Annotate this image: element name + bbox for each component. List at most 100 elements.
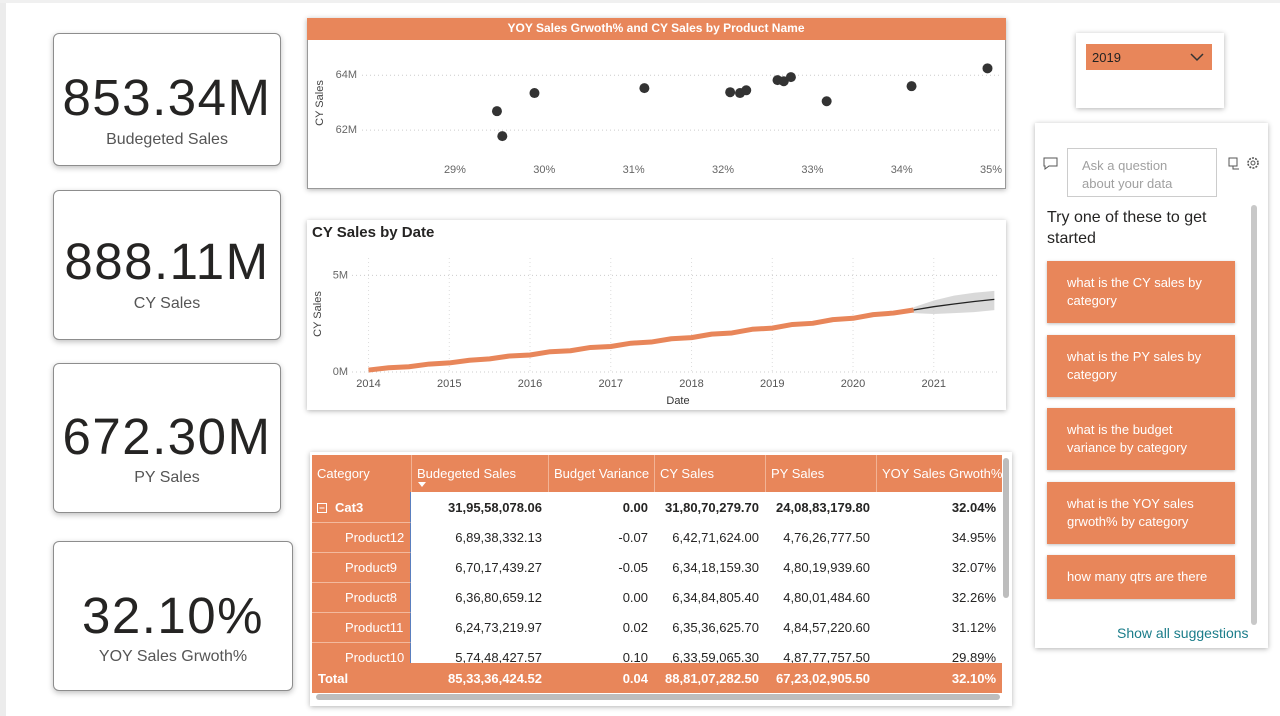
slicer-dropdown[interactable]: 2019 (1086, 44, 1212, 70)
cell: 32.10% (876, 663, 1002, 693)
x-tick-label: 2019 (760, 378, 784, 390)
cell: 6,34,18,159.30 (654, 552, 765, 582)
kpi-card: 32.10% YOY Sales Grwoth% (53, 541, 293, 691)
kpi-label: CY Sales (133, 295, 201, 312)
cell: 4,80,19,939.60 (765, 552, 876, 582)
row-header: Product9 (312, 552, 411, 582)
kpi-label: PY Sales (134, 469, 200, 486)
chart-title: YOY Sales Grwoth% and CY Sales by Produc… (508, 21, 805, 35)
x-tick-label: 32% (712, 164, 734, 176)
row-header: Cat3 (312, 492, 411, 522)
cell: 4,84,57,220.60 (765, 612, 876, 642)
kpi-label: Budegeted Sales (106, 131, 228, 148)
column-header: Category (312, 455, 411, 492)
sales-line (368, 307, 914, 373)
scatter-visual (307, 18, 1006, 189)
y-axis-title: CY Sales (314, 80, 326, 126)
point (982, 63, 993, 74)
suggestion-button[interactable]: what is the CY sales by category (1047, 261, 1235, 323)
x-tick-label: 33% (801, 164, 823, 176)
y-tick-label: 64M (336, 69, 357, 81)
chart-title: CY Sales by Date (312, 224, 434, 241)
suggestion-button[interactable]: how many qtrs are there (1047, 555, 1235, 599)
cell: 6,42,71,624.00 (654, 522, 765, 552)
cell: 6,24,73,219.97 (411, 612, 548, 642)
cell: 32.26% (876, 582, 1002, 612)
cell: 67,23,02,905.50 (765, 663, 876, 693)
x-tick-label: 34% (891, 164, 913, 176)
kpi-label: YOY Sales Grwoth% (98, 648, 248, 665)
y-tick-label: 62M (336, 124, 357, 136)
x-tick-label: 35% (980, 164, 1002, 176)
scrollbar[interactable] (1003, 458, 1009, 598)
kpi-value: 672.30M (62, 408, 272, 465)
scrollbar[interactable] (1251, 205, 1257, 625)
table: Category Budegeted Sales Budget Variance CY… (312, 455, 1002, 693)
column-header: CY Sales (654, 455, 765, 492)
cell: 6,36,80,659.12 (411, 582, 548, 612)
title-bar (307, 18, 1006, 40)
x-tick-label: 2016 (518, 378, 542, 390)
column-header: Budegeted Sales (411, 455, 548, 492)
cell: 0.02 (548, 612, 654, 642)
collapse-icon[interactable] (317, 503, 328, 514)
cell: 24,08,83,179.80 (765, 492, 876, 522)
qna-visual: Ask a question about your data Try one o… (1035, 123, 1268, 648)
cell: 6,35,36,625.70 (654, 612, 765, 642)
x-tick-label: 2014 (356, 378, 380, 390)
suggestion-button[interactable]: what is the budget variance by category (1047, 408, 1235, 470)
x-tick-label: 30% (533, 164, 555, 176)
kpi-card: 853.34M Budegeted Sales (53, 33, 281, 166)
forecast-band (913, 290, 995, 315)
cell: 31,80,70,279.70 (654, 492, 765, 522)
chevron (1190, 53, 1204, 62)
cell: 4,76,26,777.50 (765, 522, 876, 552)
point (639, 83, 650, 94)
cell: 0.04 (548, 663, 654, 693)
cell: 85,33,36,424.52 (411, 663, 548, 693)
kpi-card: 672.30M PY Sales (53, 363, 281, 513)
forecast-line (913, 298, 995, 311)
y-tick-label: 5M (333, 269, 348, 281)
scrollbar[interactable] (316, 694, 1000, 700)
y-axis-title: CY Sales (312, 291, 324, 337)
slicer-value: 2019 (1092, 50, 1121, 65)
cell: 6,34,84,805.40 (654, 582, 765, 612)
cell: 32.04% (876, 492, 1002, 522)
point (497, 131, 508, 142)
show-all-link[interactable]: Show all suggestions (1117, 625, 1249, 641)
cell: 6,89,38,332.13 (411, 522, 548, 552)
kpi-value: 32.10% (82, 587, 264, 644)
cell: 34.95% (876, 522, 1002, 552)
point (741, 85, 752, 96)
cell: 31,95,58,078.06 (411, 492, 548, 522)
column-header: YOY Sales Grwoth% (876, 455, 1002, 492)
row-header: Product11 (312, 612, 411, 642)
x-tick-label: 29% (444, 164, 466, 176)
kpi-value: 888.11M (64, 233, 270, 290)
cell: 0.00 (548, 582, 654, 612)
cell: 4,80,01,484.60 (765, 582, 876, 612)
cell: -0.05 (548, 552, 654, 582)
x-tick-label: 2015 (437, 378, 461, 390)
x-tick-label: 2017 (599, 378, 623, 390)
qna-prompt: Try one of these to get started (1047, 209, 1207, 247)
cell: 31.12% (876, 612, 1002, 642)
point (529, 88, 540, 99)
suggestion-button[interactable]: what is the YOY sales grwoth% by categor… (1047, 482, 1235, 544)
qna-tools[interactable] (1227, 155, 1263, 171)
x-tick-label: 2020 (841, 378, 865, 390)
sort-arrow[interactable] (418, 482, 426, 488)
column-header: Budget Variance (548, 455, 654, 492)
suggestion-button[interactable]: what is the PY sales by category (1047, 335, 1235, 397)
row-header: Product12 (312, 522, 411, 552)
x-tick-label: 2021 (922, 378, 946, 390)
canvas-edge (0, 0, 6, 716)
row-header: Product8 (312, 582, 411, 612)
canvas-edge (0, 0, 1280, 3)
question-input[interactable]: Ask a question about your data (1067, 148, 1217, 197)
qna-icon (1043, 157, 1058, 170)
kpi-value: 853.34M (62, 69, 272, 126)
